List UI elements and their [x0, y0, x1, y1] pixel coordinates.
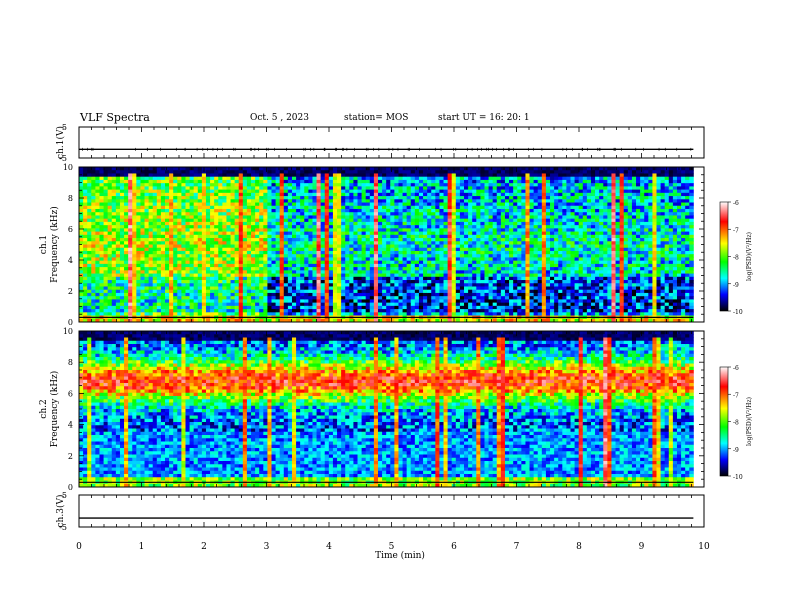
- ch1-spectrogram-ytick: 4: [68, 256, 73, 265]
- ch2-spectrogram-panel: 0 2 4 6 8 10 ch.2 Frequency (kHz): [39, 327, 705, 492]
- ch1-spectrogram-ylabel: ch.1: [39, 235, 49, 254]
- ch1-colorbar-tick: -7: [733, 227, 739, 234]
- x-tick-label: 0: [76, 542, 82, 552]
- start-time-label: start UT = 16: 20: 1: [438, 113, 530, 123]
- ch1-spectrogram-ytick: 8: [68, 194, 73, 203]
- ch3-waveform-ytick: -5: [59, 523, 67, 532]
- x-tick-label: 3: [264, 542, 270, 552]
- date-label: Oct. 5 , 2023: [250, 113, 309, 123]
- ch2-spectrogram-ytick: 4: [68, 421, 73, 430]
- ch1-colorbar-tick: -10: [733, 309, 743, 316]
- ch3-waveform-panel: 5 -5ch.3(V) 0 1 2 3 4 5 6 7 8 9 10 Time (min): [55, 491, 710, 561]
- ch1-spectrogram-panel: 0 2 4 6 8 10 ch.1 Frequency (kHz): [39, 163, 705, 327]
- ch2-spectrogram-ytick: 8: [68, 358, 73, 367]
- x-tick-label: 4: [326, 542, 332, 552]
- ch3-waveform-ytick: 5: [62, 491, 67, 500]
- ch1-spectrogram-ytick: 2: [68, 287, 73, 296]
- ch2-colorbar-tick: -6: [733, 365, 739, 372]
- ch1-waveform-panel: 5 -5ch.1(V): [55, 123, 705, 163]
- station-label: station= MOS: [344, 113, 409, 123]
- ch1-spectrogram-ytick: 0: [68, 318, 73, 327]
- ch1-colorbar-tick: -8: [733, 255, 739, 262]
- x-tick-label: 8: [576, 542, 582, 552]
- ch2-spectrogram-heatmap: [79, 331, 694, 488]
- x-tick-label: 9: [639, 542, 645, 552]
- ch1-spectrogram-ytick: 6: [68, 225, 73, 234]
- ch2-spectrogram-ytick: 6: [68, 389, 73, 398]
- ch2-colorbar: -6 -7 -8 -9 -10 log(PSD)(V²/Hz): [719, 365, 753, 481]
- plot-title: VLF Spectra: [80, 111, 150, 124]
- ch1-colorbar: -6 -7 -8 -9 -10 log(PSD)(V²/Hz): [719, 200, 753, 316]
- x-tick-label: 5: [389, 542, 395, 552]
- ch2-colorbar-tick: -7: [733, 392, 739, 399]
- ch1-waveform-ylabel: ch.1(V): [55, 126, 66, 159]
- ch1-colorbar-label: log(PSD)(V²/Hz): [746, 232, 753, 281]
- ch2-spectrogram-ylabel: Frequency (kHz): [49, 371, 60, 448]
- ch3-waveform-ylabel: ch.3(V): [55, 495, 66, 528]
- x-tick-label: 2: [201, 542, 207, 552]
- x-tick-label: 6: [451, 542, 457, 552]
- ch2-colorbar-tick: -9: [733, 447, 739, 454]
- ch2-spectrogram-ytick: 0: [68, 483, 73, 492]
- ch2-spectrogram-ytick: 10: [63, 327, 73, 336]
- ch2-spectrogram-ylabel: ch.2: [39, 399, 49, 418]
- ch1-waveform-ytick: -5: [59, 154, 67, 163]
- ch2-spectrogram-ytick: 2: [68, 452, 73, 461]
- ch1-spectrogram-heatmap: [79, 167, 694, 323]
- x-tick-label: 10: [698, 542, 710, 552]
- x-tick-label: 1: [139, 542, 145, 552]
- ch2-colorbar-tick: -8: [733, 420, 739, 427]
- ch1-colorbar-tick: -9: [733, 282, 739, 289]
- ch1-waveform-ytick: 5: [62, 123, 67, 132]
- ch2-colorbar-label: log(PSD)(V²/Hz): [746, 397, 753, 446]
- ch2-colorbar-tick: -10: [733, 474, 743, 481]
- x-axis-label: Time (min): [375, 550, 425, 561]
- x-tick-label: 7: [514, 542, 520, 552]
- ch1-colorbar-tick: -6: [733, 200, 739, 207]
- ch1-spectrogram-ylabel: Frequency (kHz): [49, 206, 60, 283]
- ch1-spectrogram-ytick: 10: [63, 163, 73, 172]
